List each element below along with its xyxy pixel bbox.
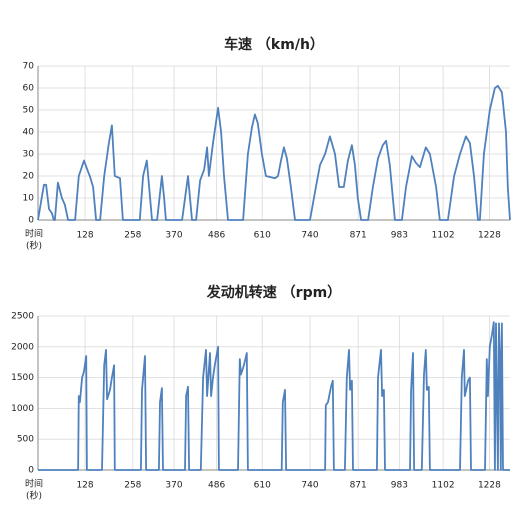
x-tick-label: 871 [350, 231, 367, 241]
x-axis-label: 时间 [25, 478, 43, 490]
y-tick-label: 70 [23, 62, 35, 72]
y-tick-label: 10 [23, 194, 35, 204]
x-axis-label: (秒) [26, 240, 42, 252]
x-tick-label: 1102 [432, 231, 455, 241]
x-tick-label: 1102 [432, 481, 455, 491]
x-tick-label: 610 [254, 231, 271, 241]
y-tick-label: 500 [17, 435, 34, 445]
chart-title: 发动机转速 （rpm） [206, 284, 341, 301]
x-tick-label: 1228 [478, 481, 501, 491]
y-tick-label: 2000 [11, 342, 34, 352]
y-tick-label: 0 [28, 466, 34, 476]
y-tick-label: 1000 [11, 404, 34, 414]
y-tick-label: 50 [23, 106, 35, 116]
x-tick-label: 128 [76, 231, 93, 241]
x-tick-label: 486 [208, 231, 225, 241]
x-tick-label: 486 [208, 481, 225, 491]
x-tick-label: 740 [301, 481, 318, 491]
line-series [37, 84, 511, 221]
x-axis-label: (秒) [26, 490, 42, 502]
y-tick-label: 0 [28, 216, 34, 226]
x-tick-label: 740 [301, 231, 318, 241]
y-tick-label: 40 [23, 128, 35, 138]
x-tick-label: 128 [76, 481, 93, 491]
y-tick-label: 60 [23, 84, 35, 94]
y-tick-label: 2500 [11, 312, 34, 322]
x-axis-label: 时间 [25, 228, 43, 240]
x-tick-label: 1228 [478, 231, 501, 241]
y-tick-label: 30 [23, 150, 35, 160]
x-tick-label: 370 [165, 231, 182, 241]
x-tick-label: 871 [350, 481, 367, 491]
x-tick-label: 610 [254, 481, 271, 491]
line-series [38, 321, 510, 471]
x-tick-label: 983 [391, 481, 408, 491]
y-tick-label: 1500 [11, 373, 34, 383]
chart-title: 车速 （km/h） [224, 36, 324, 53]
x-tick-label: 370 [165, 481, 182, 491]
y-tick-label: 20 [23, 172, 35, 182]
x-tick-label: 258 [124, 481, 141, 491]
x-tick-label: 983 [391, 231, 408, 241]
x-tick-label: 258 [124, 231, 141, 241]
